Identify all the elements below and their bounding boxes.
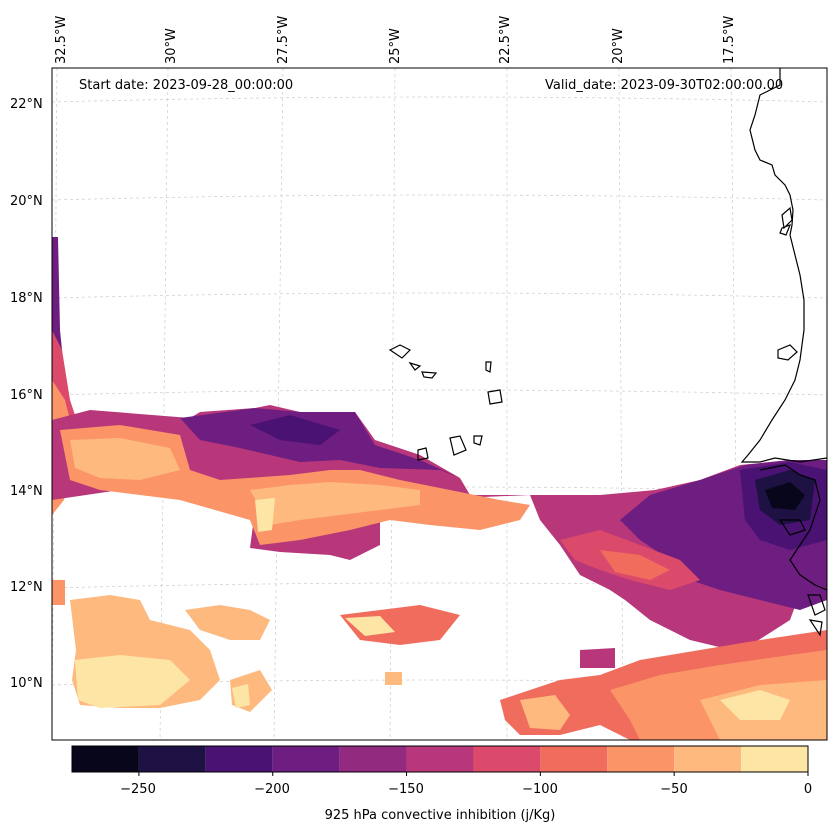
cape-verde-north <box>388 344 438 379</box>
cape-verde-south <box>417 435 483 461</box>
colorbar-tick: −50 <box>660 782 688 797</box>
coastlines <box>388 68 828 637</box>
lon-label: 22.5°W <box>498 15 513 64</box>
lat-label: 14°N <box>10 484 43 499</box>
lat-label: 20°N <box>10 194 43 209</box>
parallel-22n <box>51 96 828 103</box>
colorbar-segment <box>138 746 206 772</box>
lat-label: 12°N <box>10 580 43 595</box>
colorbar-segment <box>674 746 742 772</box>
lat-label: 18°N <box>10 291 43 306</box>
colorbar-tick: −200 <box>254 782 290 797</box>
colorbar-border <box>71 745 809 773</box>
cin-contour-field <box>52 237 827 740</box>
west-africa-coast <box>759 464 828 637</box>
colorbar-segment <box>741 746 808 772</box>
colorbar-segment <box>540 746 608 772</box>
parallel-20n <box>51 194 828 201</box>
lon-label: 20°W <box>611 28 626 64</box>
canary-islands <box>779 206 793 236</box>
lat-label: 16°N <box>10 388 43 403</box>
meridian-27-5w <box>273 67 284 741</box>
colorbar-segment <box>72 746 139 772</box>
colorbar-segment <box>272 746 340 772</box>
colorbar-tick: −100 <box>522 782 558 797</box>
africa-coastline <box>740 68 828 463</box>
colorbar <box>71 745 809 776</box>
lat-label: 10°N <box>10 676 43 691</box>
colorbar-label: 925 hPa convective inhibition (j/Kg) <box>324 808 556 823</box>
colorbar-segment <box>205 746 273 772</box>
cape-verde-east <box>485 361 503 405</box>
colorbar-tick: −250 <box>120 782 156 797</box>
colorbar-segment <box>406 746 474 772</box>
colorbar-segment <box>473 746 541 772</box>
lon-label: 25°W <box>388 28 403 64</box>
colorbar-tick: −150 <box>388 782 424 797</box>
map-border <box>51 67 828 741</box>
lon-label: 27.5°W <box>276 15 291 64</box>
lon-label: 32.5°W <box>54 15 69 64</box>
lat-label: 22°N <box>10 97 43 112</box>
colorbar-segment <box>607 746 675 772</box>
meridian-20w <box>618 67 624 741</box>
colorbar-tick: 0 <box>803 782 813 797</box>
parallel-16n <box>51 389 828 396</box>
lon-label: 30°W <box>164 28 179 64</box>
lon-label: 17.5°W <box>722 15 737 64</box>
parallel-18n <box>51 292 828 299</box>
valid-date-label: Valid_date: 2023-09-30T02:00:00.00 <box>545 78 784 93</box>
colorbar-segment <box>339 746 407 772</box>
start-date-label: Start date: 2023-09-28_00:00:00 <box>79 78 294 93</box>
parallel-12n <box>51 582 828 589</box>
island-a <box>777 344 798 361</box>
